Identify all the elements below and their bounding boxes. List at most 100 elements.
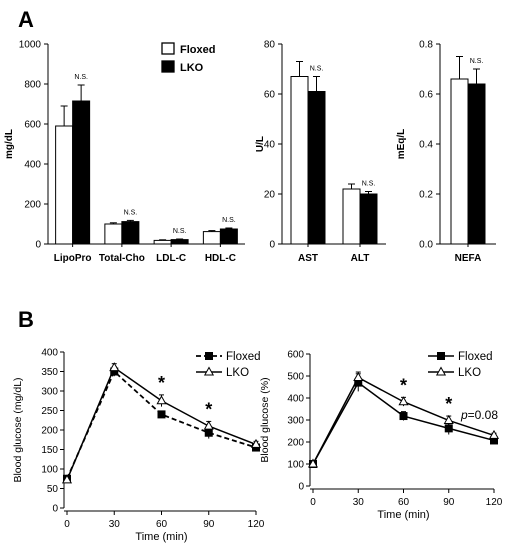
y-tick-label: 0: [269, 240, 275, 251]
point-lko-120: [250, 438, 262, 448]
legend-marker-floxed: [205, 352, 213, 360]
bar-lko-lipopro: [72, 100, 91, 245]
x-axis-label: Time (min): [135, 531, 187, 543]
y-axis-label: Blood glucose (mg/dL): [12, 377, 24, 482]
x-tick-label: 90: [443, 497, 455, 508]
x-tick-label: 120: [486, 497, 503, 508]
series-line-floxed: [66, 369, 257, 480]
y-tick-label: 250: [41, 406, 58, 417]
y-axis-label: Blood glucose (%): [259, 377, 271, 462]
y-tick-label: 500: [287, 372, 304, 383]
y-tick-label: 0.6: [419, 90, 433, 101]
legend-label-lko: LKO: [180, 62, 204, 74]
legend-label-floxed: Floxed: [458, 351, 493, 363]
y-tick-label: 600: [24, 120, 41, 131]
y-tick-label: 300: [287, 416, 304, 427]
legend-swatch-floxed: [161, 42, 175, 55]
point-lko-30: [353, 372, 364, 382]
point-floxed-90: [444, 424, 453, 433]
bar-floxed-total-cho: [104, 223, 123, 245]
point-lko-90: [203, 420, 214, 430]
y-tick-label: 350: [41, 367, 58, 378]
y-axis-label: mEq/L: [396, 129, 407, 160]
y-tick-label: 0: [298, 482, 304, 493]
x-tick-label: HDL-C: [205, 253, 236, 264]
bar-floxed-nefa: [450, 78, 469, 245]
y-tick-label: 300: [41, 387, 58, 398]
panel-label-b: B: [18, 307, 34, 332]
x-tick-label: NEFA: [455, 253, 482, 264]
point-lko-90: [443, 414, 454, 424]
point-lko-30: [109, 362, 120, 372]
y-tick-label: 0.2: [419, 190, 433, 201]
legend-swatch-lko: [161, 60, 175, 73]
bar-floxed-ldl-c: [153, 239, 172, 245]
y-tick-label: 1000: [19, 40, 42, 51]
y-tick-label: 50: [47, 484, 59, 495]
x-tick-label: 120: [248, 519, 265, 530]
legend-marker-floxed: [437, 352, 445, 360]
point-lko-0: [307, 458, 319, 468]
significance-marker: *: [445, 394, 452, 414]
x-tick-label: Total-Cho: [99, 253, 145, 264]
y-tick-label: 0.0: [419, 240, 433, 251]
point-lko-0: [61, 474, 73, 484]
bar-lko-hdl-c: [219, 228, 238, 245]
point-lko-60: [398, 396, 409, 406]
y-tick-label: 0: [35, 240, 41, 251]
y-axis-label: mg/dL: [4, 129, 15, 159]
x-tick-label: 0: [64, 519, 70, 530]
panel-label-a: A: [18, 7, 34, 32]
bar-floxed-lipopro: [55, 125, 74, 245]
x-axis-label: Time (min): [377, 509, 429, 521]
bar-floxed-alt: [342, 188, 361, 245]
ns-label: N.S.: [173, 228, 187, 235]
bar-lko-ldl-c: [170, 239, 189, 245]
x-tick-label: 30: [353, 497, 365, 508]
x-tick-label: ALT: [351, 253, 370, 264]
x-tick-label: 30: [109, 519, 121, 530]
ns-label: N.S.: [124, 209, 138, 216]
bar-chart-liver-enzymes: 0 20 40 60 80 U/L N.S. AST N.S. ALT: [255, 40, 386, 264]
point-floxed-60: [399, 412, 408, 421]
legend-label-floxed: Floxed: [180, 44, 215, 56]
y-tick-label: 40: [264, 140, 276, 151]
legend-label-floxed: Floxed: [226, 351, 261, 363]
y-tick-label: 0: [52, 504, 58, 515]
legend-label-lko: LKO: [458, 367, 481, 379]
y-tick-label: 800: [24, 80, 41, 91]
x-tick-label: LDL-C: [156, 253, 186, 264]
x-tick-label: AST: [298, 253, 318, 264]
ns-label: N.S.: [74, 74, 88, 81]
bar-floxed-ast: [290, 76, 309, 245]
y-tick-label: 20: [264, 190, 276, 201]
bar-lko-total-cho: [121, 221, 140, 245]
y-tick-label: 60: [264, 90, 276, 101]
point-lko-120: [488, 429, 500, 439]
y-tick-label: 0.4: [419, 140, 433, 151]
ns-label: N.S.: [222, 217, 236, 224]
legend-marker-lko: [435, 366, 447, 376]
y-tick-label: 200: [287, 438, 304, 449]
line-chart-glucose-percent: 0 100 200 300 400 500 600 0 30 60 90 120 Time (min) B…: [259, 350, 503, 522]
ns-label: N.S.: [470, 58, 484, 65]
significance-marker: *: [400, 375, 407, 395]
x-tick-label: 60: [156, 519, 168, 530]
y-tick-label: 400: [24, 160, 41, 171]
bar-lko-ast: [307, 91, 326, 245]
x-tick-label: 60: [398, 497, 410, 508]
x-tick-label: 0: [310, 497, 316, 508]
p-value-label: p=0.08: [460, 408, 498, 422]
x-tick-label: LipoPro: [54, 253, 92, 264]
bar-lko-nefa: [467, 83, 486, 245]
significance-marker: *: [205, 399, 212, 419]
y-tick-label: 100: [287, 460, 304, 471]
bar-chart-lipids: 0 200 400 600 800 1000 mg/dL N.S. LipoPro N.S. Tot…: [4, 40, 245, 264]
bar-lko-alt: [359, 193, 378, 245]
y-tick-label: 0.8: [419, 40, 433, 51]
ns-label: N.S.: [310, 66, 324, 73]
legend-marker-lko: [203, 366, 215, 376]
y-tick-label: 400: [287, 394, 304, 405]
y-tick-label: 200: [41, 426, 58, 437]
